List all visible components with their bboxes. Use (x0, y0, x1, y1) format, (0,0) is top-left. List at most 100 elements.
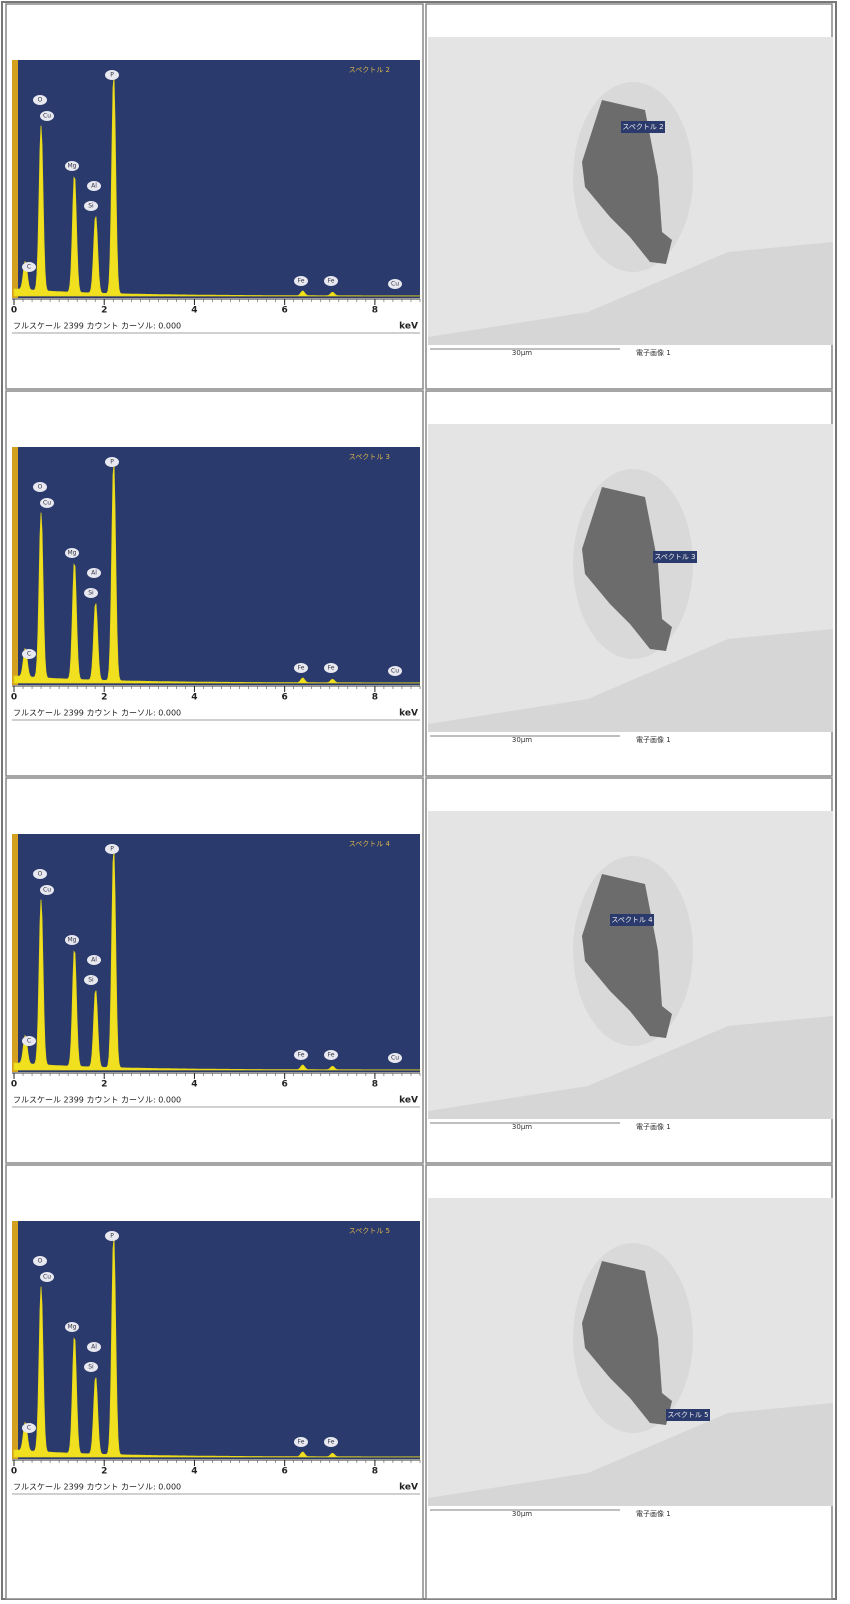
peak-label: Cu (43, 500, 51, 507)
spectrum-title: スペクトル 3 (349, 453, 390, 461)
sem-particle (582, 487, 672, 651)
axis-strip (12, 685, 420, 721)
x-tick-label: 2 (101, 1080, 107, 1090)
spectrum-footer: フルスケール 2399 カウント カーソル: 0.000 (13, 1096, 181, 1105)
x-tick-label: 8 (372, 693, 378, 703)
spectrum-trace (13, 76, 421, 297)
x-tick-label: 2 (101, 693, 107, 703)
spectrum-marker-label: スペクトル 5 (667, 1411, 708, 1419)
peak-label-bg (33, 1256, 47, 1266)
image-caption: 電子画像 1 (636, 1122, 671, 1131)
peak-label: P (110, 459, 114, 466)
peak-label-bg (294, 276, 308, 286)
sem-particle (582, 100, 672, 264)
peak-label: Fe (328, 278, 335, 285)
table-row: スペクトル 4 O Cu Mg Al Si P C Fe Fe Cu 0 2 4 6 8 keV フルスケール 2… (5, 777, 833, 1164)
x-tick-label: 6 (282, 306, 288, 316)
x-tick-label: 4 (191, 1467, 197, 1477)
peak-label-bg (65, 935, 79, 945)
peak-label: Mg (68, 550, 77, 557)
peak-label: O (38, 1258, 43, 1265)
peak-label: Fe (298, 1052, 305, 1059)
peak-label: Cu (391, 281, 399, 288)
peak-label: Fe (298, 278, 305, 285)
axis-bar (12, 834, 18, 1072)
peak-label: C (27, 264, 31, 271)
peak-label-bg (84, 201, 98, 211)
table-row: スペクトル 3 O Cu Mg Al Si P C Fe Fe Cu 0 2 4 6 8 keV フルスケール 2… (5, 390, 833, 777)
spectrum-plot (12, 60, 420, 298)
peak-label: Cu (391, 1055, 399, 1062)
peak-label: Si (88, 1364, 94, 1371)
peak-label: Cu (391, 668, 399, 675)
peak-label: C (27, 1038, 31, 1045)
axis-strip (12, 298, 420, 334)
axis-strip (12, 1459, 420, 1495)
peak-label: Si (88, 977, 94, 984)
peak-label-bg (87, 1342, 101, 1352)
spectrum-plot (12, 447, 420, 685)
spectrum-footer: フルスケール 2399 カウント カーソル: 0.000 (13, 322, 181, 331)
sem-shadow (428, 1016, 833, 1119)
peak-label-bg (105, 1231, 119, 1241)
peak-label-bg (324, 1050, 338, 1060)
x-tick-label: 0 (11, 306, 17, 316)
peak-label: Al (91, 183, 97, 190)
peak-label-bg (388, 279, 402, 289)
scale-label: 30µm (512, 349, 532, 357)
spectrum-footer: フルスケール 2399 カウント カーソル: 0.000 (13, 1483, 181, 1492)
peak-label-bg (22, 1036, 36, 1046)
sem-shadow (428, 629, 833, 732)
peak-label-bg (294, 1050, 308, 1060)
spectrum-marker (666, 1409, 710, 1421)
x-axis-unit: keV (399, 322, 418, 332)
peak-label: Mg (68, 163, 77, 170)
image-caption: 電子画像 1 (636, 1509, 671, 1518)
peak-label: Fe (298, 1439, 305, 1446)
x-axis-unit: keV (399, 709, 418, 719)
x-tick-label: 8 (372, 306, 378, 316)
spectrum-marker (610, 914, 654, 926)
peak-label: Fe (298, 665, 305, 672)
peak-label-bg (22, 1423, 36, 1433)
peak-label: Mg (68, 1324, 77, 1331)
spectrum-marker-label: スペクトル 4 (611, 916, 653, 924)
peak-label: Si (88, 203, 94, 210)
axis-bar (12, 447, 18, 685)
peak-label-bg (65, 548, 79, 558)
spectrum-footer: フルスケール 2399 カウント カーソル: 0.000 (13, 709, 181, 718)
peak-label-bg (87, 181, 101, 191)
peak-label: Al (91, 570, 97, 577)
peak-label-bg (40, 1272, 54, 1282)
peak-label: Al (91, 1344, 97, 1351)
peak-label: O (38, 97, 43, 104)
peak-label-bg (22, 649, 36, 659)
sem-shadow (428, 242, 833, 345)
peak-label: Fe (328, 1052, 335, 1059)
peak-label-bg (84, 1362, 98, 1372)
table-row: スペクトル 5 O Cu Mg Al Si P C Fe Fe 0 2 4 6 8 keV フルスケール 239… (5, 1164, 833, 1600)
spectrum-marker-label: スペクトル 3 (654, 553, 695, 561)
peak-label: C (27, 651, 31, 658)
peak-label: P (110, 72, 114, 79)
peak-label-bg (87, 568, 101, 578)
scale-label: 30µm (512, 1123, 532, 1131)
peak-label-bg (388, 1053, 402, 1063)
peak-label-bg (40, 498, 54, 508)
x-tick-label: 0 (11, 1467, 17, 1477)
spectrum-plot (12, 1221, 420, 1459)
table-row: スペクトル 2 O Cu Mg Al Si P C Fe Fe Cu 0 2 4 6 8 keV フルスケール 2… (5, 3, 833, 390)
x-tick-label: 8 (372, 1467, 378, 1477)
spectrum-title: スペクトル 2 (349, 66, 390, 74)
spectrum-marker (653, 551, 697, 563)
peak-label: P (110, 846, 114, 853)
peak-label: Mg (68, 937, 77, 944)
spectrum-trace (13, 1237, 421, 1458)
peak-label: P (110, 1233, 114, 1240)
peak-label-bg (33, 869, 47, 879)
peak-label-bg (65, 1322, 79, 1332)
peak-label-bg (40, 111, 54, 121)
peak-label-bg (22, 262, 36, 272)
peak-label: Al (91, 957, 97, 964)
